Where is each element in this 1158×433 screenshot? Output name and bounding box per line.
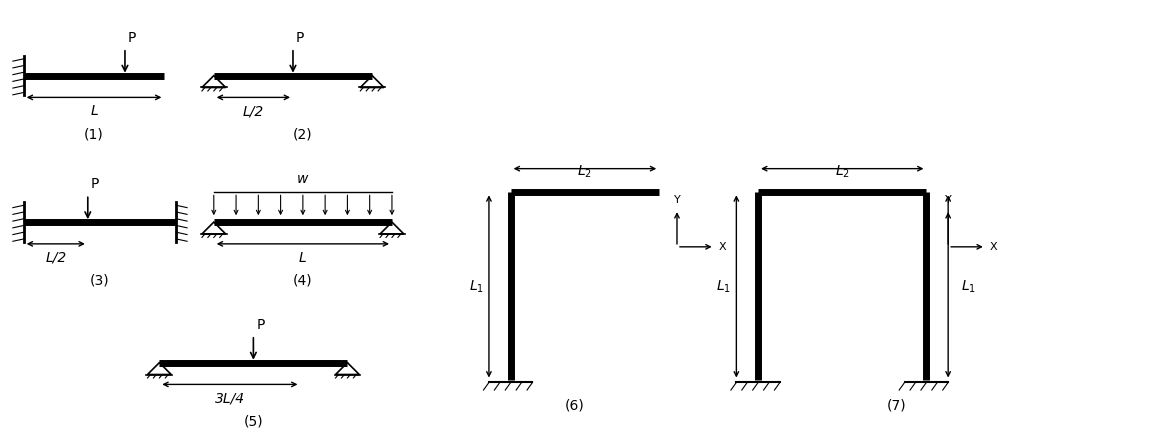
- Text: P: P: [256, 318, 265, 332]
- Text: L/2: L/2: [243, 104, 264, 118]
- Text: Y: Y: [674, 195, 681, 205]
- Text: $L_1$: $L_1$: [717, 278, 732, 294]
- Text: (7): (7): [887, 398, 907, 412]
- Text: L: L: [90, 104, 98, 118]
- Text: P: P: [90, 178, 100, 191]
- Text: (3): (3): [90, 274, 110, 288]
- Text: $L_1$: $L_1$: [469, 278, 484, 294]
- Text: $L_1$: $L_1$: [961, 278, 976, 294]
- Text: X: X: [990, 242, 997, 252]
- Text: (4): (4): [293, 274, 313, 288]
- Text: L: L: [299, 251, 307, 265]
- Text: (5): (5): [243, 414, 263, 428]
- Text: 3L/4: 3L/4: [215, 391, 245, 405]
- Text: (2): (2): [293, 127, 313, 141]
- Text: L/2: L/2: [45, 251, 66, 265]
- Text: $L_2$: $L_2$: [578, 164, 593, 180]
- Text: (1): (1): [85, 127, 104, 141]
- Text: P: P: [127, 31, 137, 45]
- Text: P: P: [296, 31, 305, 45]
- Text: w: w: [298, 172, 308, 187]
- Text: Y: Y: [945, 195, 952, 205]
- Text: X: X: [719, 242, 726, 252]
- Text: $L_2$: $L_2$: [835, 164, 850, 180]
- Text: (6): (6): [565, 398, 585, 412]
